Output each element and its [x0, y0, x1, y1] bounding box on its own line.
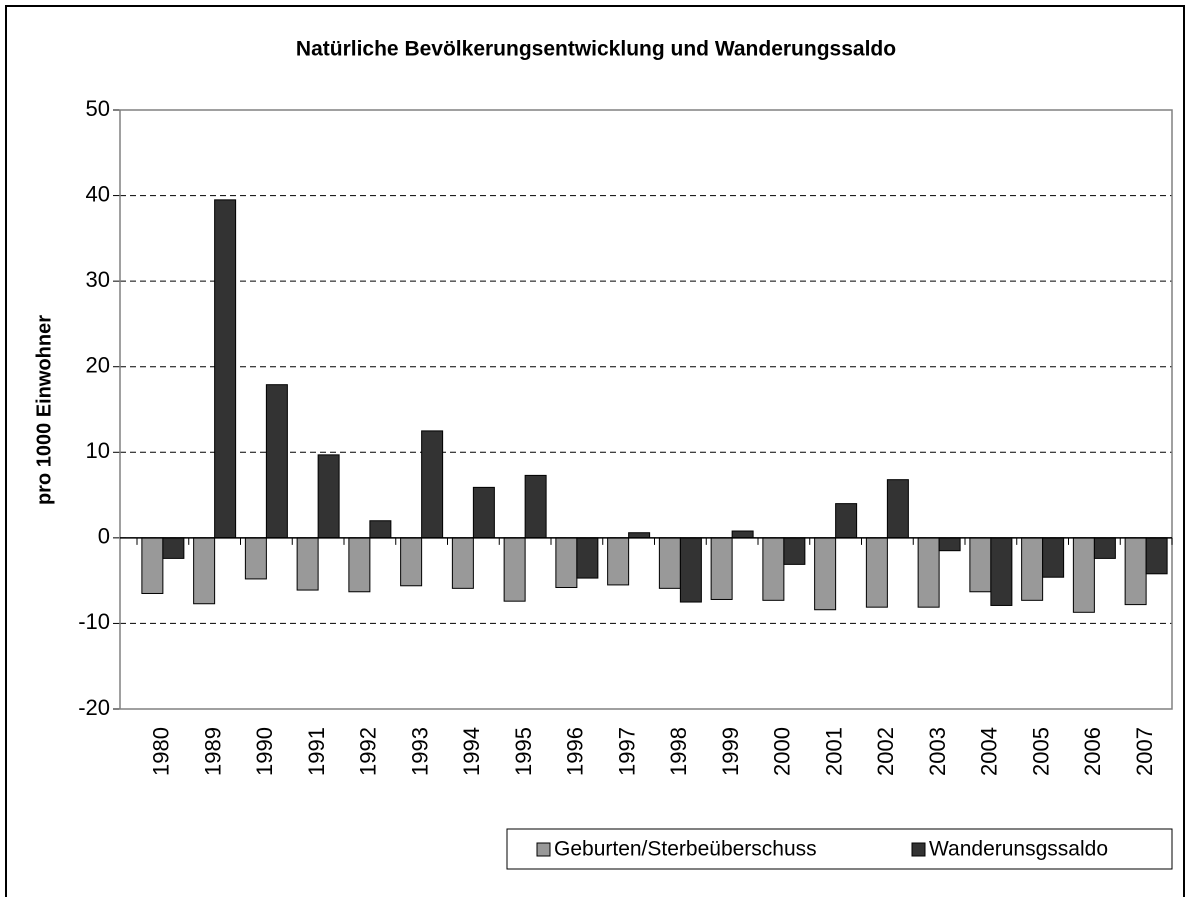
x-tick-label: 1990 [252, 727, 277, 776]
y-tick-label: 0 [98, 524, 110, 549]
bar [865, 537, 888, 608]
y-tick-label: 20 [86, 353, 110, 378]
x-tick-label: 1980 [149, 727, 174, 776]
bar [400, 537, 423, 587]
bar [317, 454, 340, 539]
bar [503, 537, 526, 602]
x-tick-label: 1993 [407, 727, 432, 776]
bar [265, 384, 288, 539]
x-tick-label: 2001 [821, 727, 846, 776]
legend-swatch [536, 842, 551, 857]
x-tick-label: 2006 [1080, 727, 1105, 776]
y-tick-label: -10 [78, 609, 110, 634]
bar [990, 537, 1013, 606]
y-tick-label: 50 [86, 96, 110, 121]
bar [1093, 537, 1116, 559]
x-tick-label: 2005 [1028, 727, 1053, 776]
bar [141, 537, 164, 594]
bar [969, 537, 992, 593]
y-tick-label: 30 [86, 267, 110, 292]
bar [193, 537, 216, 605]
x-tick-label: 1998 [666, 727, 691, 776]
bar [244, 537, 267, 580]
bar [348, 537, 371, 593]
bar [451, 537, 474, 589]
bar [886, 479, 909, 539]
bar [783, 537, 806, 565]
bar [607, 537, 630, 586]
y-tick-label: 40 [86, 181, 110, 206]
bar [162, 537, 185, 559]
x-tick-label: 1992 [356, 727, 381, 776]
x-tick-label: 1995 [511, 727, 536, 776]
bar [917, 537, 940, 608]
bar [576, 537, 599, 579]
x-tick-label: 1996 [563, 727, 588, 776]
x-tick-label: 2003 [925, 727, 950, 776]
bar [628, 532, 651, 539]
y-axis-label: pro 1000 Einwohner [33, 315, 55, 505]
bar [814, 537, 837, 611]
bar [214, 199, 237, 539]
legend-label: Wanderunsgssaldo [929, 838, 1108, 861]
y-tick-label: -20 [78, 695, 110, 720]
bar [296, 537, 319, 591]
plot-area [119, 109, 1173, 710]
bar [421, 430, 444, 539]
legend-label: Geburten/Sterbeüberschuss [554, 838, 817, 861]
legend-swatch [911, 842, 926, 857]
bar [731, 530, 754, 539]
bar [1072, 537, 1095, 613]
bar [1021, 537, 1044, 601]
bar [938, 537, 961, 552]
x-tick-label: 1994 [459, 727, 484, 776]
bar [710, 537, 733, 600]
x-tick-label: 1999 [718, 727, 743, 776]
x-tick-label: 2004 [977, 727, 1002, 776]
bar [524, 474, 547, 539]
bar [472, 486, 495, 539]
bar [1145, 537, 1168, 575]
chart-title: Natürliche Bevölkerungsentwicklung und W… [296, 38, 896, 61]
x-tick-label: 2007 [1132, 727, 1157, 776]
bar [835, 503, 858, 539]
bar [369, 520, 392, 539]
chart-frame [5, 5, 1185, 902]
x-tick-label: 1997 [614, 727, 639, 776]
legend-box [506, 828, 1173, 870]
y-tick-label: 10 [86, 438, 110, 463]
bar [1042, 537, 1065, 578]
x-tick-label: 2000 [770, 727, 795, 776]
x-tick-label: 2002 [873, 727, 898, 776]
bar [679, 537, 702, 603]
bar [1124, 537, 1147, 606]
bar [555, 537, 578, 588]
x-tick-label: 1989 [200, 727, 225, 776]
bar [762, 537, 785, 601]
x-tick-label: 1991 [304, 727, 329, 776]
bar [658, 537, 681, 589]
